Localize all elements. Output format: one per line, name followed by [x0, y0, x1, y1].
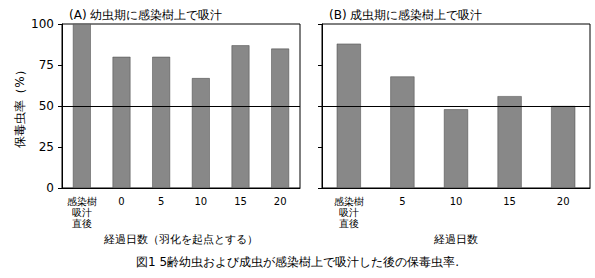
svg-text:20: 20	[274, 196, 287, 207]
svg-text:図1 5齢幼虫および成虫が感染樹上で吸汁した後の保毒虫率.: 図1 5齢幼虫および成虫が感染樹上で吸汁した後の保毒虫率.	[136, 255, 459, 269]
svg-text:吸汁: 吸汁	[339, 207, 359, 218]
svg-text:15: 15	[234, 196, 247, 207]
svg-text:5: 5	[158, 196, 164, 207]
svg-text:15: 15	[503, 196, 516, 207]
svg-text:感染樹: 感染樹	[334, 196, 364, 207]
svg-text:吸汁: 吸汁	[72, 207, 92, 218]
svg-text:(A) 幼虫期に感染樹上で吸汁: (A) 幼虫期に感染樹上で吸汁	[69, 8, 222, 22]
svg-text:50: 50	[39, 99, 54, 113]
svg-text:経過日数（羽化を起点とする）: 経過日数（羽化を起点とする）	[103, 233, 258, 246]
svg-text:0: 0	[46, 181, 54, 195]
svg-text:感染樹: 感染樹	[67, 196, 97, 207]
svg-text:(B) 成虫期に感染樹上で吸汁: (B) 成虫期に感染樹上で吸汁	[329, 8, 482, 22]
svg-text:直後: 直後	[339, 218, 359, 229]
svg-text:20: 20	[557, 196, 570, 207]
svg-text:100: 100	[31, 17, 54, 31]
svg-text:25: 25	[39, 140, 54, 154]
svg-text:10: 10	[450, 196, 463, 207]
svg-text:5: 5	[399, 196, 405, 207]
svg-text:経過日数: 経過日数	[433, 233, 478, 246]
svg-text:0: 0	[118, 196, 124, 207]
svg-text:直後: 直後	[72, 218, 92, 229]
svg-text:75: 75	[39, 58, 54, 72]
svg-text:10: 10	[194, 196, 207, 207]
svg-text:保毒虫率（%）: 保毒虫率（%）	[13, 64, 27, 147]
